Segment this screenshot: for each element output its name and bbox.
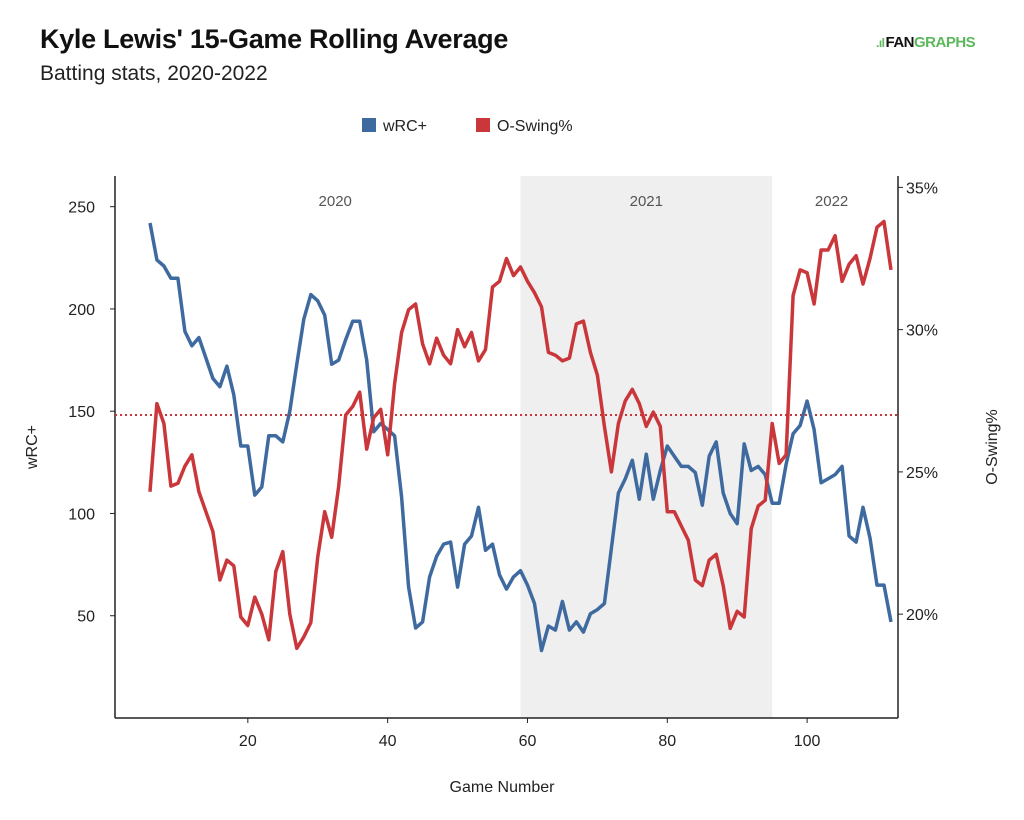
y2-tick-label: 30% (906, 323, 938, 340)
chart-title: Kyle Lewis' 15-Game Rolling Average (40, 24, 509, 54)
x-tick-label: 20 (239, 733, 257, 750)
season-label: 2020 (319, 193, 352, 210)
batter-logo-icon: .ıl (876, 36, 885, 50)
legend-swatch (362, 118, 376, 132)
x-tick-label: 60 (519, 733, 537, 750)
fangraphs-logo: .ılFANGRAPHS (876, 34, 976, 51)
y2-axis-title: O-Swing% (984, 409, 1001, 485)
y-tick-label: 200 (68, 302, 95, 319)
y-tick-label: 150 (68, 404, 95, 421)
season-label: 2021 (630, 193, 663, 210)
season-label: 2022 (815, 193, 848, 210)
legend-label: O-Swing% (497, 118, 573, 135)
shaded-region-2021 (520, 176, 773, 718)
y-axis-title: wRC+ (24, 425, 41, 470)
y2-tick-label: 20% (906, 607, 938, 624)
y2-tick-label: 35% (906, 180, 938, 197)
x-axis-title: Game Number (450, 779, 556, 796)
logo-text-graphs: GRAPHS (914, 34, 976, 51)
y2-tick-label: 25% (906, 465, 938, 482)
legend-label: wRC+ (382, 118, 427, 135)
x-tick-label: 40 (379, 733, 397, 750)
chart-subtitle: Batting stats, 2020-2022 (40, 62, 268, 85)
y-tick-label: 100 (68, 506, 95, 523)
y-tick-label: 250 (68, 200, 95, 217)
legend-swatch (476, 118, 490, 132)
x-tick-label: 80 (658, 733, 676, 750)
logo-text-fan: FAN (885, 34, 915, 51)
y-tick-label: 50 (77, 609, 95, 626)
x-tick-label: 100 (794, 733, 821, 750)
